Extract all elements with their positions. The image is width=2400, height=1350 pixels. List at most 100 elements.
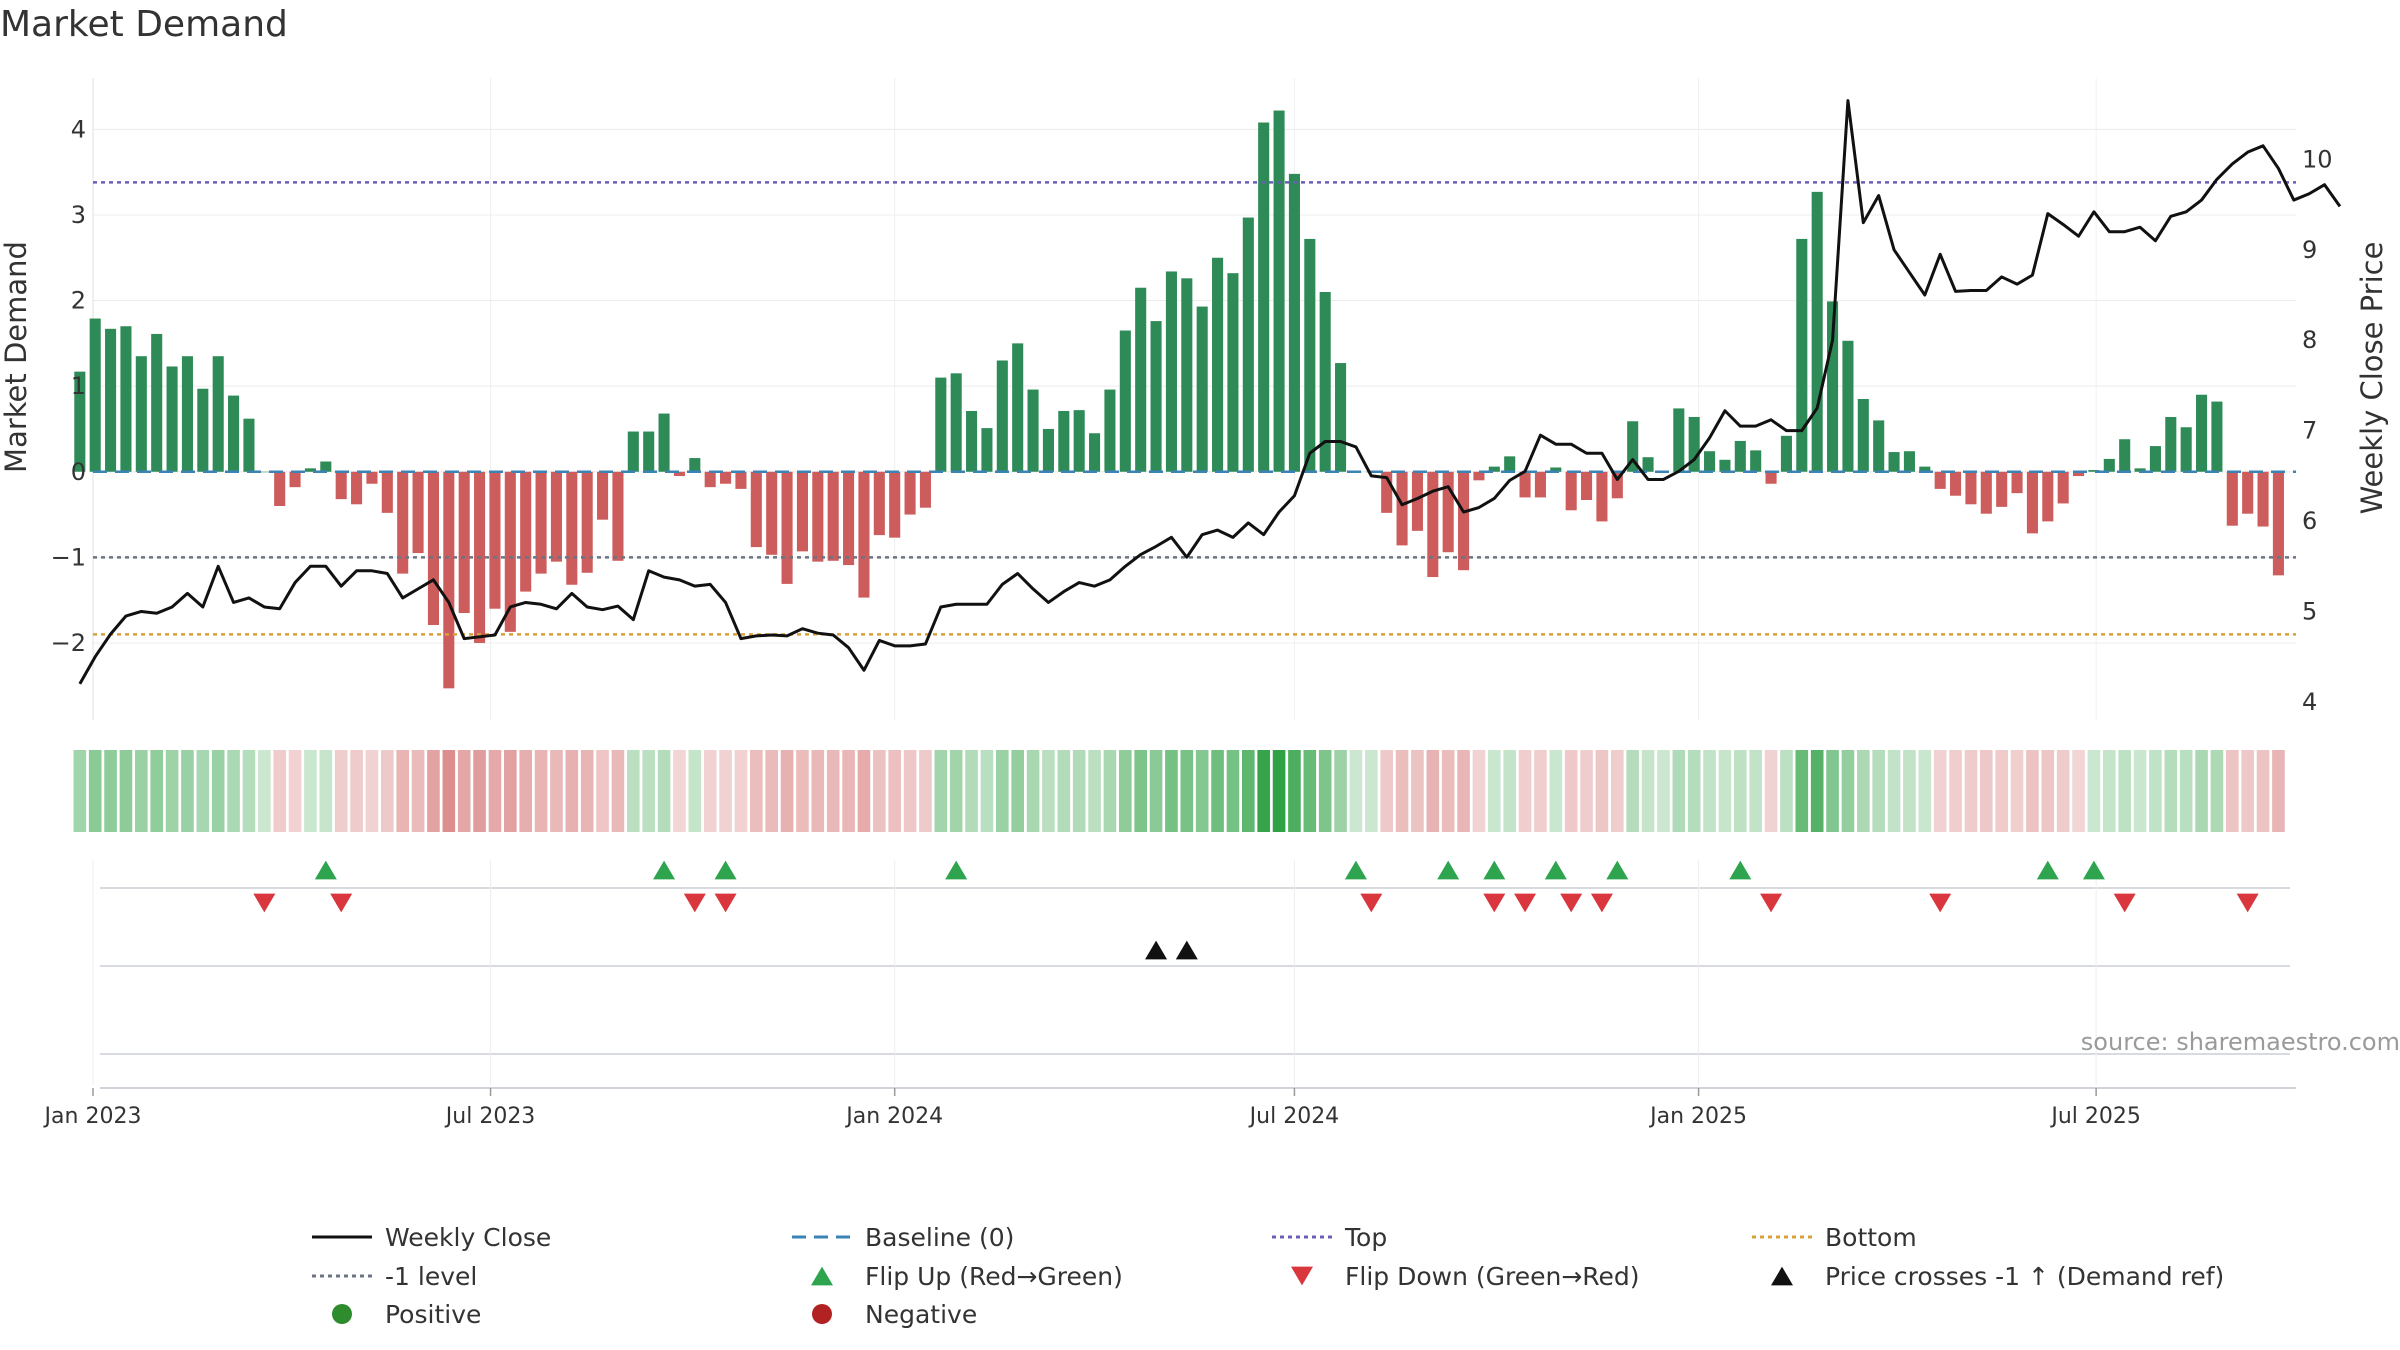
heat-cell — [596, 750, 609, 832]
heat-cell — [1026, 750, 1040, 832]
heat-cell — [1549, 750, 1563, 832]
demand-bar — [1396, 471, 1408, 546]
demand-bar — [228, 395, 240, 472]
demand-bar — [166, 366, 178, 472]
demand-bar — [489, 471, 501, 609]
demand-bar — [274, 471, 286, 506]
demand-bar — [520, 471, 532, 592]
left-y-axis: −2 −1 0 1 2 3 4 — [51, 115, 86, 657]
demand-bar — [1473, 471, 1485, 481]
heat-cell — [1611, 750, 1624, 832]
legend-item: Bottom — [1752, 1223, 1917, 1252]
legend: Weekly Close Baseline (0) Top Bottom -1 leve… — [312, 1223, 2224, 1329]
heat-cell — [1903, 750, 1916, 832]
demand-bar — [2272, 471, 2284, 576]
demand-bar — [1704, 451, 1716, 472]
demand-bar — [1673, 408, 1685, 472]
demand-bar — [2103, 458, 2115, 472]
heat-cell — [396, 750, 409, 832]
demand-bar — [2042, 471, 2054, 522]
heat-cell — [1641, 750, 1655, 832]
heat-cell — [1103, 750, 1117, 832]
left-y-tick-label: −1 — [51, 543, 86, 571]
demand-bar — [889, 471, 901, 538]
legend-label: -1 level — [385, 1262, 477, 1291]
heat-cell — [1887, 750, 1901, 832]
flip-down-marker — [2236, 893, 2259, 913]
legend-label: Bottom — [1825, 1223, 1917, 1252]
heat-cell — [119, 750, 133, 832]
heat-cell — [1503, 750, 1516, 832]
flip-up-marker — [2036, 860, 2059, 880]
demand-bar — [1058, 410, 1070, 472]
left-y-tick-label: 0 — [71, 458, 86, 486]
heat-cell — [1718, 750, 1732, 832]
flip-down-marker — [1560, 893, 1583, 913]
heat-cell — [1795, 750, 1809, 832]
demand-bar — [1765, 471, 1777, 484]
heat-cell — [703, 750, 717, 832]
heat-cell — [1964, 750, 1978, 832]
demand-bar — [843, 471, 855, 566]
demand-bar — [2057, 471, 2069, 504]
legend-swatch-triangle-up — [1771, 1266, 1793, 1286]
demand-bar — [1150, 321, 1162, 472]
flip-down-marker — [1360, 893, 1383, 913]
heat-cell — [642, 750, 655, 832]
demand-bar — [796, 471, 808, 552]
legend-label: Baseline (0) — [865, 1223, 1014, 1252]
demand-bar — [1750, 450, 1762, 472]
heat-cell — [1518, 750, 1532, 832]
right-y-tick-label: 5 — [2302, 597, 2317, 625]
heat-cell — [1226, 750, 1240, 832]
demand-bar — [397, 471, 409, 574]
heat-cell — [2210, 750, 2224, 832]
demand-bar — [335, 471, 347, 500]
demand-bar — [704, 471, 716, 488]
demand-bar — [151, 333, 163, 472]
heat-cell — [534, 750, 548, 832]
legend-item: Baseline (0) — [792, 1223, 1014, 1252]
heat-cell — [488, 750, 502, 832]
demand-bar — [2165, 416, 2177, 472]
heat-cell — [2241, 750, 2254, 832]
flip-down-marker — [1760, 893, 1783, 913]
heat-cell — [1687, 750, 1701, 832]
heat-cell — [980, 750, 994, 832]
flip-down-marker — [1514, 893, 1537, 913]
demand-bar — [1442, 471, 1454, 553]
heat-cell — [88, 750, 102, 832]
heat-cell — [427, 750, 440, 832]
x-tick-label: Jan 2023 — [43, 1104, 142, 1129]
demand-bar — [597, 471, 609, 520]
demand-bar — [1627, 421, 1639, 472]
heat-cell — [1980, 750, 1993, 832]
demand-bar — [720, 471, 732, 484]
heat-cell — [1534, 750, 1547, 832]
demand-bar — [289, 471, 301, 488]
demand-bar — [1980, 471, 1992, 514]
heat-cell — [104, 750, 117, 832]
demand-bar — [535, 471, 547, 574]
heat-cell — [2010, 750, 2024, 832]
heat-cell — [873, 750, 886, 832]
demand-bar — [304, 468, 316, 472]
right-y-tick-label: 8 — [2302, 326, 2317, 354]
heat-cell — [1334, 750, 1347, 832]
flip-up-marker — [314, 860, 337, 880]
demand-bar — [181, 356, 193, 472]
heat-cell — [2026, 750, 2039, 832]
x-tick-label: Jul 2023 — [444, 1104, 536, 1129]
demand-bar — [351, 471, 363, 505]
heat-cell — [965, 750, 978, 832]
heat-cell — [2087, 750, 2101, 832]
right-y-axis: 4 5 6 7 8 9 10 — [2302, 145, 2333, 716]
demand-bar — [1427, 471, 1439, 578]
heat-cell — [1749, 750, 1762, 832]
heat-cell — [857, 750, 871, 832]
demand-bar — [197, 388, 209, 472]
heat-cell — [1349, 750, 1363, 832]
heat-cell — [73, 750, 87, 832]
demand-bar — [1965, 471, 1977, 505]
demand-bar — [258, 471, 270, 473]
